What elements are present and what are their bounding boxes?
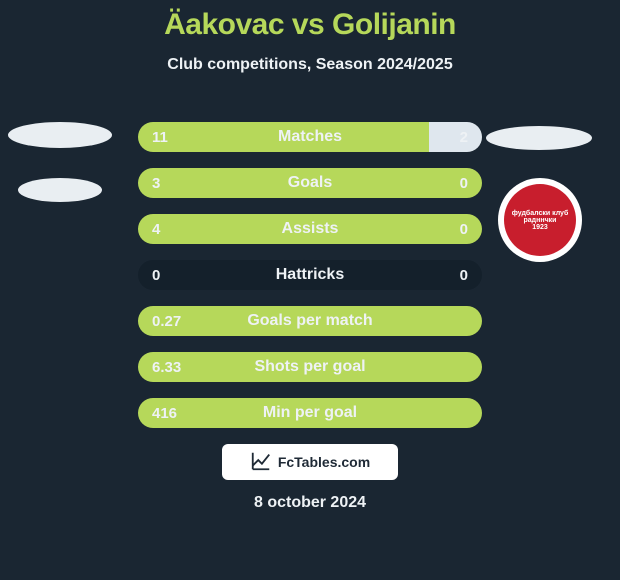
- comparison-infographic: Äakovac vs Golijanin Club competitions, …: [0, 0, 620, 580]
- stat-bar-left-fill: [138, 168, 482, 198]
- stat-bar: 40Assists: [138, 214, 482, 244]
- stat-bar: 6.33Shots per goal: [138, 352, 482, 382]
- stat-bar: 30Goals: [138, 168, 482, 198]
- stat-bar: 416Min per goal: [138, 398, 482, 428]
- player-placeholder: [8, 122, 112, 148]
- stat-bar-left-fill: [138, 306, 482, 336]
- source-badge: FcTables.com: [222, 444, 398, 480]
- stat-bar-left-fill: [138, 214, 482, 244]
- stat-bar-left-fill: [138, 398, 482, 428]
- chart-date: 8 october 2024: [0, 494, 620, 512]
- stat-label: Hattricks: [138, 260, 482, 290]
- club-crest: фудбалски клуб радннчки 1923: [498, 178, 582, 262]
- comparison-bars: 112Matches 30Goals 40Assists 0 0Hattricks 0.2…: [138, 122, 482, 428]
- stat-bar: 0.27Goals per match: [138, 306, 482, 336]
- source-label: FcTables.com: [278, 454, 370, 470]
- page-subtitle: Club competitions, Season 2024/2025: [0, 56, 620, 74]
- stat-bar: 0 0Hattricks: [138, 260, 482, 290]
- club-crest-label: фудбалски клуб радннчки 1923: [504, 184, 576, 256]
- chart-icon: [250, 450, 272, 475]
- player-placeholder: [486, 126, 592, 150]
- stat-bar-right-fill: [429, 122, 482, 152]
- page-title: Äakovac vs Golijanin: [0, 8, 620, 42]
- stat-value-left: 0: [152, 260, 160, 290]
- stat-value-right: 0: [460, 260, 468, 290]
- stat-bar-left-fill: [138, 352, 482, 382]
- stat-bar-left-fill: [138, 122, 429, 152]
- player-placeholder: [18, 178, 102, 202]
- stat-bar: 112Matches: [138, 122, 482, 152]
